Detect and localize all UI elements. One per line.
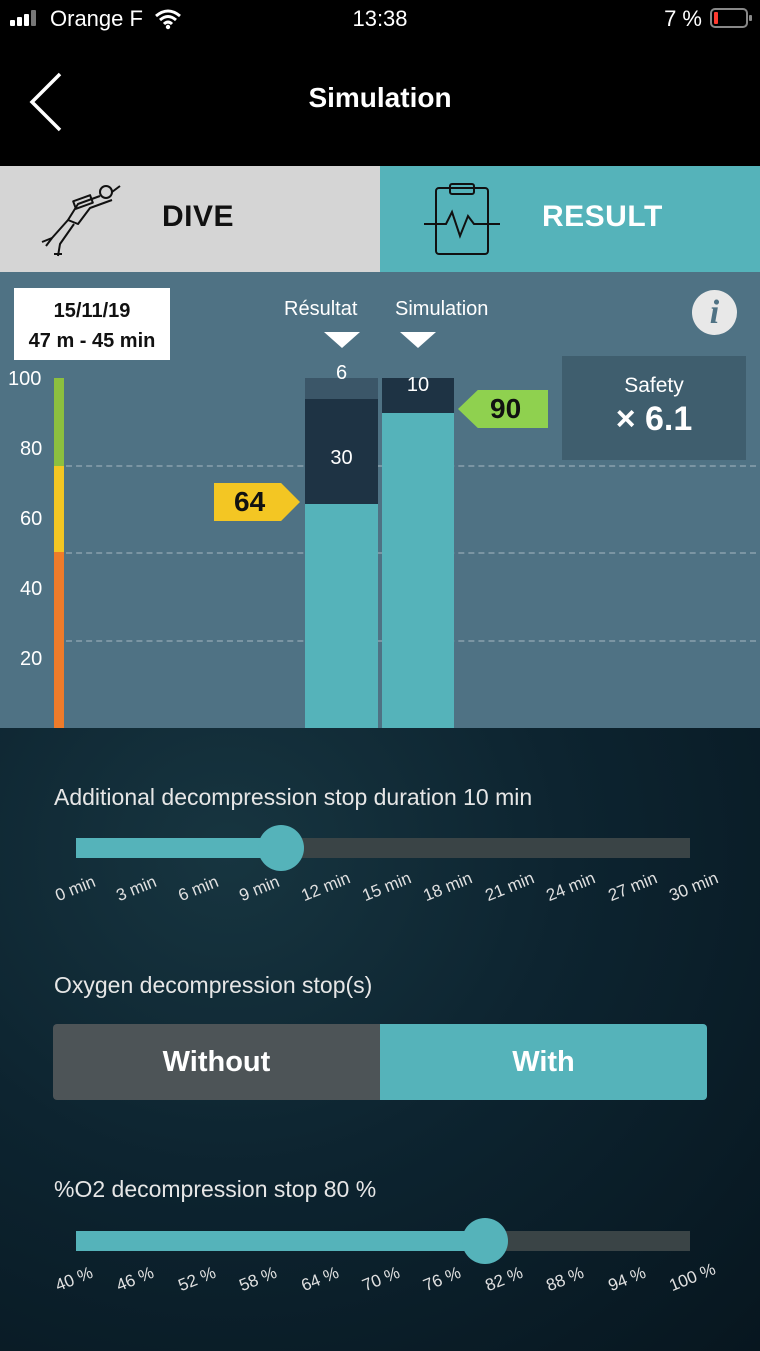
tab-bar: DIVE RESULT <box>0 166 760 272</box>
slider-fill <box>76 1231 485 1251</box>
slider-tick-label: 46 % <box>113 1262 157 1296</box>
diver-icon <box>41 185 121 257</box>
safety-label: Safety <box>624 374 684 397</box>
slider-tick-label: 76 % <box>420 1262 464 1296</box>
column-arrow-result <box>324 332 360 348</box>
slider-tick-label: 64 % <box>298 1262 342 1296</box>
slider-tick-label: 100 % <box>666 1259 719 1296</box>
slider-tick-label: 12 min <box>298 868 353 906</box>
decompression-duration-slider[interactable] <box>76 838 690 858</box>
bar-result-top <box>305 378 378 399</box>
y-tick-label: 80 <box>20 438 43 460</box>
slider-tick-label: 9 min <box>236 871 283 906</box>
column-label-result: Résultat <box>284 298 358 320</box>
slider-tick-label: 18 min <box>420 868 476 906</box>
simulation-controls: Additional decompression stop duration 1… <box>0 728 760 1351</box>
scale-bar-orange <box>54 552 64 728</box>
decompression-duration-label: Additional decompression stop duration 1… <box>54 784 533 810</box>
decompression-duration-thumb[interactable] <box>258 825 304 871</box>
slider-tick-label: 24 min <box>543 868 599 906</box>
tab-result-label: RESULT <box>542 200 663 233</box>
slider-tick-label: 40 % <box>52 1262 96 1296</box>
bar-value-label: 30 <box>330 447 353 469</box>
status-time: 13:38 <box>352 6 408 31</box>
battery-percentage: 7 % <box>664 6 702 31</box>
result-chart: 15/11/19 47 m - 45 min 100 80 60 40 20 R… <box>0 272 760 728</box>
clipboard-heartbeat-icon <box>424 183 500 255</box>
result-value-tag: 64 <box>214 483 300 521</box>
o2-percentage-label: %O2 decompression stop 80 % <box>54 1176 377 1202</box>
safety-value: × 6.1 <box>615 400 693 438</box>
slider-tick-label: 6 min <box>175 871 221 906</box>
tab-result[interactable]: RESULT <box>380 166 760 272</box>
slider-tick-label: 58 % <box>236 1262 280 1296</box>
tab-dive-label: DIVE <box>162 200 235 233</box>
y-tick-label: 60 <box>20 508 43 530</box>
slider-tick-label: 94 % <box>605 1262 649 1296</box>
bar-value-label: 6 <box>335 362 348 384</box>
o2-percentage-slider[interactable] <box>76 1231 690 1251</box>
oxygen-with-button[interactable]: With <box>380 1024 707 1100</box>
dive-depth-duration: 47 m - 45 min <box>28 330 156 352</box>
carrier-name: Orange F <box>50 6 143 31</box>
y-tick-label: 100 <box>8 368 42 390</box>
slider-tick-label: 3 min <box>113 871 160 906</box>
slider-tick-label: 15 min <box>359 868 414 906</box>
dive-info-box: 15/11/19 47 m - 45 min <box>14 288 170 360</box>
bar-simulation-top: 10 <box>382 374 454 413</box>
column-label-simulation: Simulation <box>395 298 489 320</box>
bar-simulation-base <box>382 413 454 728</box>
signal-icon <box>10 10 44 26</box>
bar-result-middle: 30 <box>305 399 378 504</box>
slider-tick-label: 82 % <box>482 1262 526 1296</box>
oxygen-stop-label: Oxygen decompression stop(s) <box>54 972 373 998</box>
oxygen-without-button[interactable]: Without <box>53 1024 380 1100</box>
safety-box: Safety × 6.1 <box>562 356 746 460</box>
info-icon[interactable]: i <box>692 290 737 335</box>
o2-percentage-thumb[interactable] <box>462 1218 508 1264</box>
scale-bar-yellow <box>54 466 64 552</box>
bar-result-base <box>305 504 378 728</box>
battery-icon <box>710 8 752 28</box>
page-title: Simulation <box>308 82 452 113</box>
slider-tick-label: 88 % <box>543 1262 587 1296</box>
slider-fill <box>76 838 281 858</box>
chevron-left-icon[interactable] <box>22 70 72 134</box>
slider-tick-label: 70 % <box>359 1262 403 1296</box>
slider-tick-label: 21 min <box>482 868 537 906</box>
slider-tick-label: 30 min <box>666 868 721 906</box>
bar-value-label: 10 <box>406 374 430 396</box>
app-header: Simulation <box>0 40 760 166</box>
slider-tick-label: 52 % <box>175 1262 219 1296</box>
oxygen-toggle: Without With <box>53 1024 707 1100</box>
slider-tick-label: 27 min <box>605 868 660 906</box>
wifi-icon <box>155 9 181 30</box>
tab-dive[interactable]: DIVE <box>0 166 380 272</box>
slider-tick-label: 0 min <box>52 871 99 906</box>
y-tick-label: 20 <box>20 648 43 670</box>
simulation-value-tag: 90 <box>458 390 548 428</box>
y-tick-label: 40 <box>20 578 43 600</box>
dive-date: 15/11/19 <box>53 300 131 322</box>
status-bar: Orange F 13:38 7 % <box>0 0 760 40</box>
scale-bar-green <box>54 378 64 466</box>
column-arrow-simulation <box>400 332 436 348</box>
